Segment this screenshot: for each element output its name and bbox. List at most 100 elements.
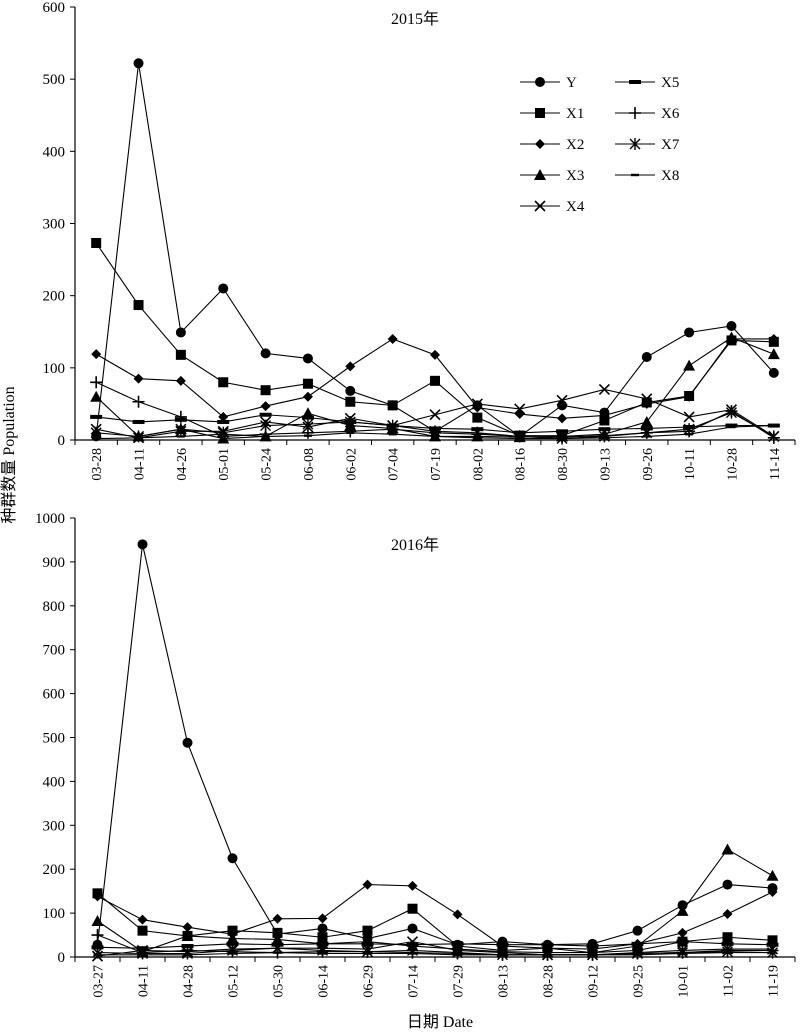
series-y-point-shape (182, 737, 193, 748)
series-x6-point (132, 395, 145, 408)
series-y-point-shape (407, 923, 418, 934)
series-x1-point-shape (218, 377, 229, 388)
x-tick-label: 06-14 (317, 965, 332, 998)
series-x7-point-shape (260, 419, 272, 432)
series-x5-point-shape (259, 412, 272, 417)
series-x3-point-shape (725, 331, 738, 343)
series-y-point (407, 923, 418, 934)
series-x2-point-shape (133, 373, 144, 384)
series-x1-line (95, 242, 774, 437)
legend-item-x2: X2 (520, 137, 584, 153)
series-x3-line (97, 848, 773, 954)
x-tick-label: 06-08 (302, 448, 317, 481)
series-x5-point (259, 412, 272, 417)
legend-marker-shape (535, 139, 545, 149)
series-x8-point-shape (515, 437, 524, 440)
series-x8-point-shape (473, 436, 482, 440)
legend-marker-shape (629, 138, 641, 150)
series-y-point-shape (345, 385, 356, 396)
series-x3-point (301, 407, 314, 419)
series-y-point (218, 283, 229, 294)
x-tick-label: 05-12 (227, 965, 242, 998)
series-x2-point-shape (345, 361, 356, 372)
series-x1-point-shape (430, 375, 440, 386)
series-y-point (722, 879, 733, 890)
legend-label: X8 (661, 168, 679, 184)
series-x8-point-shape (588, 953, 597, 957)
series-x7-point-shape (137, 947, 148, 960)
series-x8-point-shape (219, 433, 228, 436)
y-tick-label: 800 (43, 599, 66, 615)
series-x2-point-shape (407, 880, 418, 891)
series-x8-point (431, 435, 439, 438)
series-x2-line (97, 884, 773, 950)
series-x8-point (134, 436, 143, 440)
series-x7-point (725, 406, 737, 419)
series-x8-point-shape (678, 952, 687, 955)
series-x5-point-shape (316, 941, 329, 946)
series-x1-point (175, 349, 186, 360)
series-x1-point-shape (387, 400, 398, 411)
series-x8-point-shape (346, 431, 355, 434)
series-x6-point-shape (132, 395, 145, 408)
series-x6-point-shape (90, 376, 103, 389)
series-x8-point-shape (498, 953, 507, 957)
series-x1-line (97, 892, 773, 954)
legend-label: X6 (661, 106, 680, 122)
x-tick-label: 08-13 (497, 965, 512, 998)
x-tick-label: 09-12 (587, 965, 602, 998)
series-x7-point-shape (133, 430, 145, 443)
series-x2-point (345, 361, 356, 372)
series-x4-point (683, 411, 695, 423)
series-x2-point-shape (684, 391, 695, 402)
series-x1-point (472, 412, 483, 423)
series-y-point (345, 385, 356, 396)
series-y-point (137, 539, 148, 550)
series-x1-point-shape (599, 415, 610, 426)
series-x7-point (387, 419, 399, 432)
series-x8-point (92, 437, 101, 440)
x-tick-label: 05-01 (217, 448, 232, 481)
series-x4-point-shape (514, 403, 526, 415)
series-x5-point-shape (676, 939, 689, 944)
series-x8-point-shape (642, 435, 651, 438)
series-x3-point (90, 390, 103, 402)
legend-marker (629, 138, 641, 150)
series-x2-point (91, 349, 102, 360)
y-tick-label: 0 (58, 950, 66, 966)
series-x8-point (138, 953, 147, 957)
series-x1-point (767, 935, 778, 946)
chart-panel-2016: 0 100 200 300 400 500 600 700 800 900 1000 03-27 04-… (35, 511, 796, 998)
series-x5-point (676, 939, 689, 944)
series-x1 (91, 237, 779, 441)
series-x1-point-shape (91, 237, 102, 248)
series-x5-point (725, 423, 738, 428)
series-x2-point-shape (92, 891, 103, 902)
x-tick-label: 06-02 (344, 448, 359, 481)
series-y (92, 539, 778, 950)
series-x3-point (226, 932, 239, 944)
series-x8-point (558, 437, 567, 440)
series-x2-point (430, 349, 440, 360)
series-x2-point-shape (514, 409, 525, 420)
series-x8-point-shape (723, 951, 732, 954)
legend-marker-shape (631, 173, 639, 177)
series-x3-point-shape (721, 843, 734, 855)
series-x2-point (768, 333, 779, 344)
y-tick-label: 300 (43, 217, 66, 233)
x-tick-label: 09-25 (632, 965, 647, 998)
y-tick-label: 600 (43, 687, 66, 703)
series-x6-point-shape (91, 929, 104, 942)
shared-y-axis-label: 种群数量 Population (0, 386, 18, 523)
series-x3-point-shape (640, 415, 653, 427)
series-x1-point-shape (175, 349, 186, 360)
series-x8-point (93, 953, 102, 957)
series-x6-point-shape (174, 410, 187, 423)
series-x8-point-shape (388, 433, 397, 436)
series-x7-point-shape (175, 423, 187, 436)
series-x8-point (176, 435, 185, 438)
series-x3-point-shape (181, 929, 194, 941)
series-x8-point (515, 437, 524, 440)
series-x5-line (97, 941, 773, 949)
series-x3-point-shape (226, 932, 239, 944)
